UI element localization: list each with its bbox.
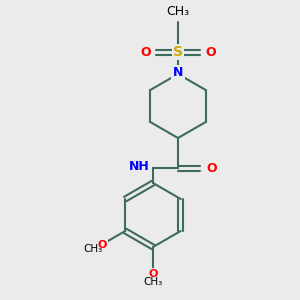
Text: O: O: [148, 269, 158, 279]
Text: CH₃: CH₃: [143, 277, 163, 287]
Text: O: O: [97, 239, 106, 250]
Text: CH₃: CH₃: [167, 5, 190, 18]
Text: CH₃: CH₃: [84, 244, 103, 254]
Text: S: S: [173, 45, 183, 59]
Text: N: N: [173, 67, 183, 80]
Text: O: O: [205, 46, 216, 59]
Text: O: O: [206, 161, 217, 175]
Text: NH: NH: [129, 160, 150, 173]
Text: O: O: [140, 46, 151, 59]
